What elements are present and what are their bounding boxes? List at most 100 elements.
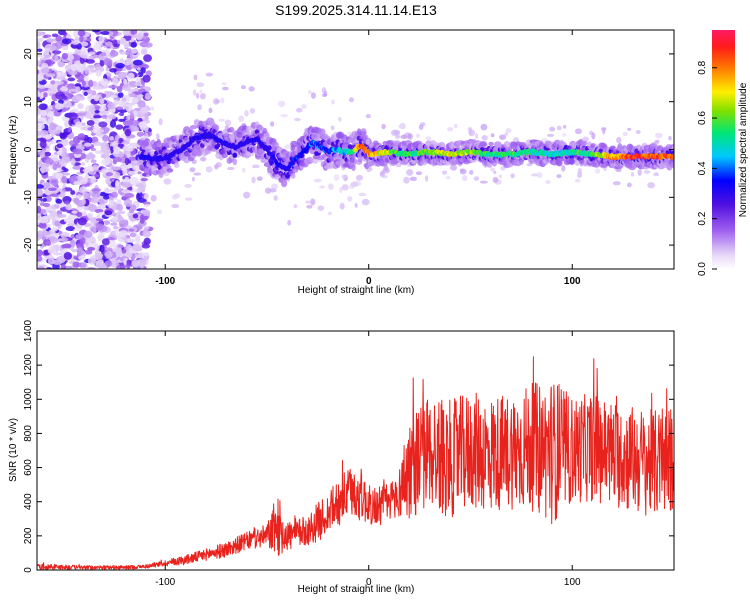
noise-blob [45,240,52,247]
noise-blob [136,192,141,201]
noise-blob [37,85,47,89]
noise-blob [90,159,97,164]
noise-blob [126,238,136,243]
snr-x-axis-label: Height of straight line (km) [298,584,415,595]
scatter-blob [475,133,479,139]
noise-blob [104,157,112,164]
noise-blob [67,77,76,82]
noise-blob [143,54,153,63]
noise-blob [78,255,86,261]
noise-blob [56,255,65,262]
ridge-halo-blob [349,157,358,165]
scatter-blob [447,127,454,132]
colorbar-tick-label: 0.6 [697,111,708,125]
noise-blob [94,110,100,114]
noise-blob [92,141,103,146]
noise-blob [71,41,80,45]
colorbar-label: Normalized spectral amplitude [738,82,749,217]
noise-blob [100,78,109,86]
scatter-blob [481,134,488,141]
scatter-blob [256,176,263,181]
noise-blob [71,95,81,103]
scatter-blob [403,176,410,184]
noise-blob [135,187,142,194]
noise-blob [110,94,118,99]
scatter-blob [616,137,622,144]
noise-blob [38,103,48,111]
noise-blob [58,99,64,105]
noise-blob [110,222,118,226]
noise-blob [132,213,139,219]
noise-blob [61,244,67,249]
noise-blob [81,161,86,166]
noise-blob [118,230,129,237]
scatter-blob [498,134,507,140]
noise-blob [142,228,149,233]
scatter-blob [224,119,232,127]
noise-blob [81,80,86,87]
noise-blob [37,54,45,58]
noise-blob [60,263,67,269]
scatter-blob [358,192,367,197]
scatter-blob [354,202,358,208]
scatter-blob [563,124,567,129]
noise-blob [92,85,103,90]
noise-blob [82,168,90,173]
scatter-blob [493,170,497,174]
noise-blob [75,121,82,128]
noise-blob [102,134,109,142]
scatter-blob [355,174,363,181]
scatter-blob [577,168,582,174]
noise-blob [77,103,84,110]
scatter-blob [626,182,632,188]
scatter-blob [333,174,340,181]
noise-blob [51,138,57,145]
ridge-halo-blob [271,141,279,148]
noise-blob [47,246,56,255]
scatter-blob [330,125,335,131]
noise-blob [124,157,130,166]
ridge-halo-blob [280,179,288,188]
scatter-blob [308,89,312,95]
noise-blob [142,209,151,217]
noise-blob [78,262,86,268]
scatter-blob [327,211,332,215]
noise-blob [59,86,69,92]
noise-blob [37,123,45,130]
noise-blob [49,122,57,131]
noise-blob [76,243,82,249]
ridge-halo-blob [488,141,494,147]
noise-blob [83,76,89,82]
x-tick-label: 0 [366,577,372,588]
noise-blob [117,204,124,212]
ridge-halo-blob [166,168,174,173]
scatter-blob [545,180,551,184]
scatter-blob [361,198,370,206]
ridge-core-blob [265,147,270,152]
scatter-blob [574,128,582,135]
noise-blob [42,202,51,208]
noise-blob [70,158,76,166]
scatter-blob [574,178,581,183]
noise-blob [134,234,141,242]
noise-blob [143,237,151,245]
scatter-blob [531,173,539,177]
scatter-blob [602,128,606,135]
noise-blob [65,226,76,232]
noise-blob [124,61,131,66]
noise-blob [101,114,109,119]
noise-blob [49,45,58,51]
noise-blob [93,43,101,50]
scatter-blob [184,184,192,188]
scatter-blob [284,144,292,150]
noise-blob [37,69,40,75]
noise-blob [39,151,46,158]
noise-blob [63,91,69,95]
scatter-blob [241,167,246,173]
noise-blob [42,34,49,39]
noise-blob [103,58,113,66]
ridge-halo-blob [390,158,400,165]
ridge-halo-blob [657,145,664,152]
